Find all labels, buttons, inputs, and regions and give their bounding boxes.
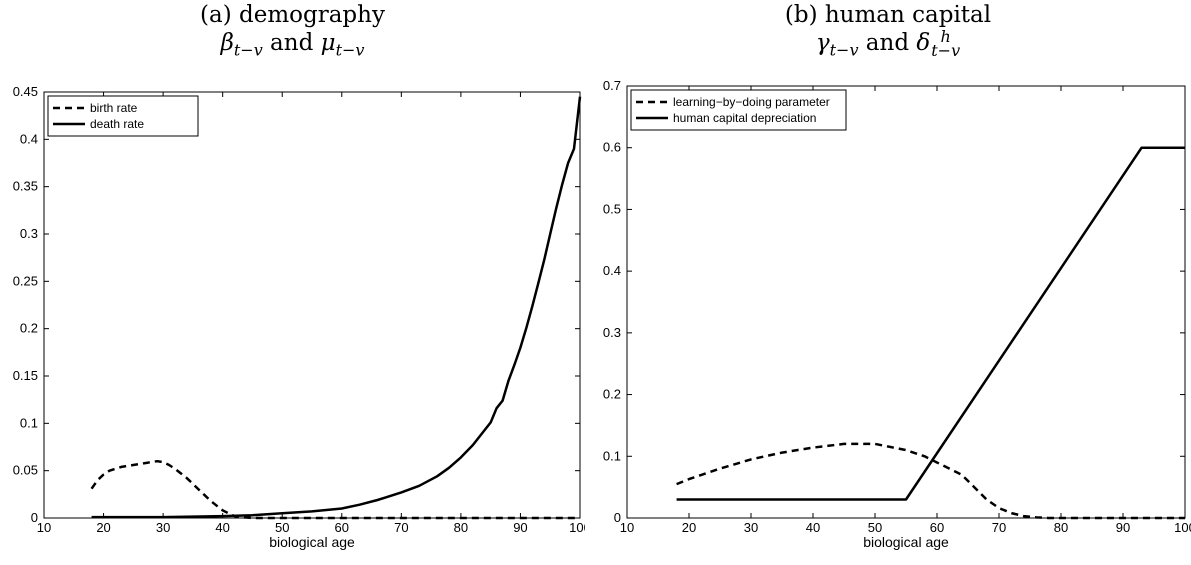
chart-human-capital: 10 20 30 40 50 60 70 80 90 100 0 0.1 0.2 0.3 0.4 0.5 0.6… (603, 78, 1191, 550)
subtitle-subscript-1: t−v (829, 40, 859, 60)
y-tick-label: 0 (614, 510, 621, 525)
x-tick-label: 100 (569, 520, 585, 535)
y-tick-label: 0.1 (20, 415, 38, 430)
x-tick-label: 70 (394, 520, 408, 535)
series-line-1 (91, 96, 582, 519)
y-tick-label: 0.6 (603, 140, 621, 155)
x-tick-label: 10 (620, 520, 634, 535)
y-tick-label: 0.3 (603, 325, 621, 340)
subtitle-symbol-2: μ (320, 30, 336, 56)
subtitle-subscript-2: t−v (335, 40, 365, 60)
y-tick-label: 0.1 (603, 448, 621, 463)
x-tick-label: 20 (96, 520, 110, 535)
legend-label: learning−by−doing parameter (673, 95, 830, 109)
series-line-0 (90, 459, 580, 520)
x-tick-label: 40 (215, 520, 229, 535)
y-tick-label: 0.5 (603, 201, 621, 216)
legend-label: death rate (90, 117, 144, 131)
chart-subtitle: γt−v and δ h t−v (585, 27, 1191, 60)
subtitle-symbol-2: δ (916, 30, 931, 56)
chart-title: (b) human capital (784, 2, 992, 28)
chart-subtitle: βt−v and μt−v (0, 30, 585, 60)
x-tick-label: 80 (454, 520, 468, 535)
chart-title: (a) demography (200, 2, 385, 28)
y-tick-label: 0.25 (13, 273, 38, 288)
x-tick-label: 10 (37, 520, 51, 535)
x-tick-label: 50 (868, 520, 882, 535)
y-tick-label: 0.4 (603, 263, 621, 278)
y-tick-label: 0.4 (20, 131, 38, 146)
x-tick-label: 90 (513, 520, 527, 535)
subtitle-subscript-2: t−v (931, 41, 961, 60)
legend-box (630, 89, 847, 131)
x-tick-label: 80 (1054, 520, 1068, 535)
subtitle-symbol-1: γ (815, 30, 830, 56)
axes-frame (43, 91, 581, 519)
y-tick-label: 0.35 (13, 179, 38, 194)
series-line-1 (676, 146, 1185, 501)
subtitle-symbol-1: β (220, 30, 234, 56)
x-tick-label: 60 (930, 520, 944, 535)
y-tick-label: 0.2 (20, 321, 38, 336)
y-tick-label: 0 (31, 510, 38, 525)
x-axis-label: biological age (863, 534, 949, 550)
subtitle-superscript-2: h (940, 27, 951, 46)
series-line-0 (676, 442, 1185, 520)
subtitle-connector: and (858, 30, 917, 56)
x-tick-label: 40 (806, 520, 820, 535)
x-tick-label: 50 (275, 520, 289, 535)
x-axis-label: biological age (269, 534, 355, 550)
legend-label: human capital depreciation (673, 111, 816, 125)
x-tick-label: 90 (1116, 520, 1130, 535)
x-tick-label: 30 (744, 520, 758, 535)
x-tick-label: 100 (1174, 520, 1191, 535)
legend-label: birth rate (90, 101, 138, 115)
x-tick-label: 60 (335, 520, 349, 535)
panel-human-capital: (b) human capital γt−v and δ h t−v 10 20 30 4… (585, 0, 1191, 560)
axes-frame (626, 85, 1186, 519)
y-tick-label: 0.45 (13, 84, 38, 99)
y-tick-label: 0.7 (603, 78, 621, 93)
y-tick-label: 0.2 (603, 387, 621, 402)
legend-box (47, 95, 199, 137)
subtitle-scripts-2: h t−v (931, 27, 961, 60)
x-tick-label: 20 (682, 520, 696, 535)
chart-demography: 10 20 30 40 50 60 70 80 90 100 0 0.05 0.1 0.15 0.2 0.25… (13, 84, 591, 550)
y-tick-label: 0.15 (13, 368, 38, 383)
panel-demography: (a) demography βt−v and μt−v 10 20 30 40 50 6… (0, 0, 591, 560)
y-tick-label: 0.05 (13, 463, 38, 478)
y-tick-label: 0.3 (20, 226, 38, 241)
x-tick-label: 70 (992, 520, 1006, 535)
x-tick-label: 30 (156, 520, 170, 535)
subtitle-subscript-1: t−v (233, 40, 263, 60)
subtitle-connector: and (262, 30, 321, 56)
